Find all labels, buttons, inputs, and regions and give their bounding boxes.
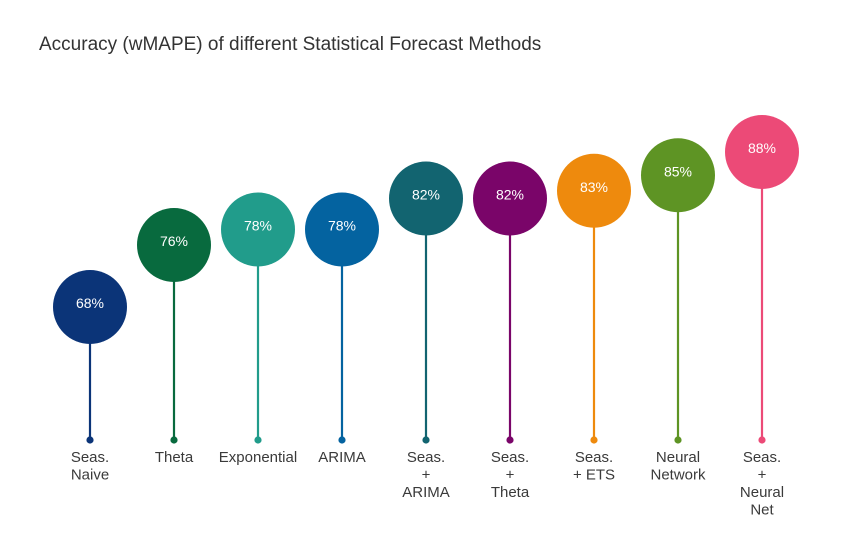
lollipop-base-dot <box>506 436 514 444</box>
value-label: 85% <box>664 163 692 179</box>
lollipop-item: 82% Seas.+ARIMA <box>389 161 463 501</box>
lollipop-bubble <box>641 138 715 213</box>
value-label: 78% <box>328 218 356 234</box>
lollipop-base-dot <box>254 436 262 444</box>
lollipop-bubble <box>473 161 547 236</box>
lollipop-bubble <box>221 192 295 267</box>
lollipop-bubble <box>137 208 211 282</box>
lollipop-base-dot <box>338 436 346 444</box>
lollipop-base-dot <box>422 436 430 444</box>
lollipop-base-dot <box>590 436 598 444</box>
lollipop-base-dot <box>86 436 94 444</box>
category-label: Network <box>650 467 706 484</box>
category-label: Naive <box>71 467 109 484</box>
value-label: 82% <box>496 187 524 203</box>
category-label: + <box>758 467 767 484</box>
category-label: ARIMA <box>318 449 366 466</box>
category-label: Theta <box>491 484 530 501</box>
lollipop-item: 82% Seas.+Theta <box>473 161 547 501</box>
lollipop-bubble <box>53 270 127 344</box>
lollipop-base-dot <box>674 436 682 444</box>
lollipop-bubble <box>389 161 463 236</box>
category-label: + <box>422 467 431 484</box>
lollipop-bubble <box>725 115 799 189</box>
value-label: 76% <box>160 233 188 249</box>
lollipop-item: 78% ARIMA <box>305 192 379 466</box>
category-label: + <box>506 467 515 484</box>
chart-title: Accuracy (wMAPE) of different Statistica… <box>39 34 542 55</box>
category-label: + ETS <box>573 467 615 484</box>
value-label: 83% <box>580 179 608 195</box>
lollipop-bubble <box>557 153 631 228</box>
lollipop-item: 76% Theta <box>137 208 211 466</box>
category-label: Seas. <box>575 449 613 466</box>
category-label: Seas. <box>491 449 529 466</box>
category-label: Seas. <box>407 449 445 466</box>
value-label: 88% <box>748 140 776 156</box>
lollipop-base-dot <box>170 436 178 444</box>
value-label: 68% <box>76 295 104 311</box>
category-label: Theta <box>155 449 194 466</box>
category-label: ARIMA <box>402 484 450 501</box>
lollipop-item: 68% Seas.Naive <box>53 270 127 484</box>
category-label: Neural <box>656 449 700 466</box>
lollipop-base-dot <box>758 436 766 444</box>
lollipop-bubble <box>305 192 379 267</box>
lollipop-item: 83% Seas.+ ETS <box>557 153 631 484</box>
value-label: 78% <box>244 218 272 234</box>
lollipop-item: 78% Exponential <box>219 192 297 466</box>
category-label: Exponential <box>219 449 297 466</box>
category-label: Net <box>750 502 774 519</box>
value-label: 82% <box>412 187 440 203</box>
category-label: Seas. <box>71 449 109 466</box>
category-label: Seas. <box>743 449 781 466</box>
category-label: Neural <box>740 484 784 501</box>
